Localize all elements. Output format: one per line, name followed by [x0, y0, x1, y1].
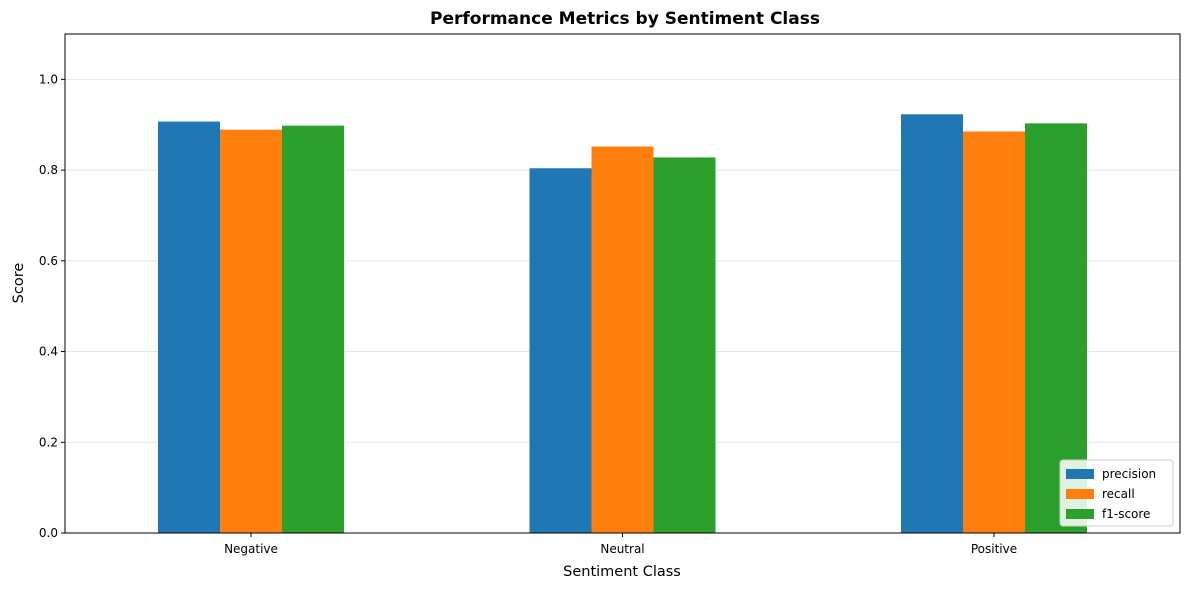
y-tick-label: 0.8 — [39, 163, 58, 177]
x-tick-label: Negative — [224, 542, 278, 556]
legend-swatch-f1-score — [1066, 509, 1094, 519]
bar-f1-score-negative — [282, 125, 344, 533]
y-tick-label: 0.0 — [39, 526, 58, 540]
legend: precision recall f1-score — [1059, 459, 1174, 527]
x-axis-ticks: Negative Neutral Positive — [224, 533, 1017, 556]
y-tick-label: 1.0 — [39, 72, 58, 86]
y-tick-label: 0.6 — [39, 254, 58, 268]
legend-label-recall: recall — [1102, 487, 1135, 501]
bar-precision-positive — [901, 114, 963, 533]
bar-recall-negative — [220, 129, 282, 533]
y-axis-label: Score — [11, 263, 27, 304]
bar-recall-neutral — [591, 146, 654, 533]
y-tick-label: 0.2 — [39, 435, 58, 449]
x-tick-label: Positive — [971, 542, 1017, 556]
bar-f1-score-neutral — [653, 157, 716, 533]
chart-title: Performance Metrics by Sentiment Class — [430, 9, 820, 29]
bar-recall-positive — [963, 131, 1025, 534]
legend-swatch-precision — [1066, 469, 1094, 479]
bar-precision-negative — [158, 121, 220, 533]
x-axis-label: Sentiment Class — [563, 564, 681, 580]
bar-precision-neutral — [529, 168, 592, 533]
legend-label-precision: precision — [1102, 467, 1156, 481]
legend-label-f1-score: f1-score — [1102, 507, 1150, 521]
legend-swatch-recall — [1066, 489, 1094, 499]
x-tick-label: Neutral — [600, 542, 644, 556]
y-axis-ticks: 0.0 0.2 0.4 0.6 0.8 1.0 — [39, 72, 65, 540]
bars — [158, 114, 1087, 534]
y-tick-label: 0.4 — [39, 345, 58, 359]
